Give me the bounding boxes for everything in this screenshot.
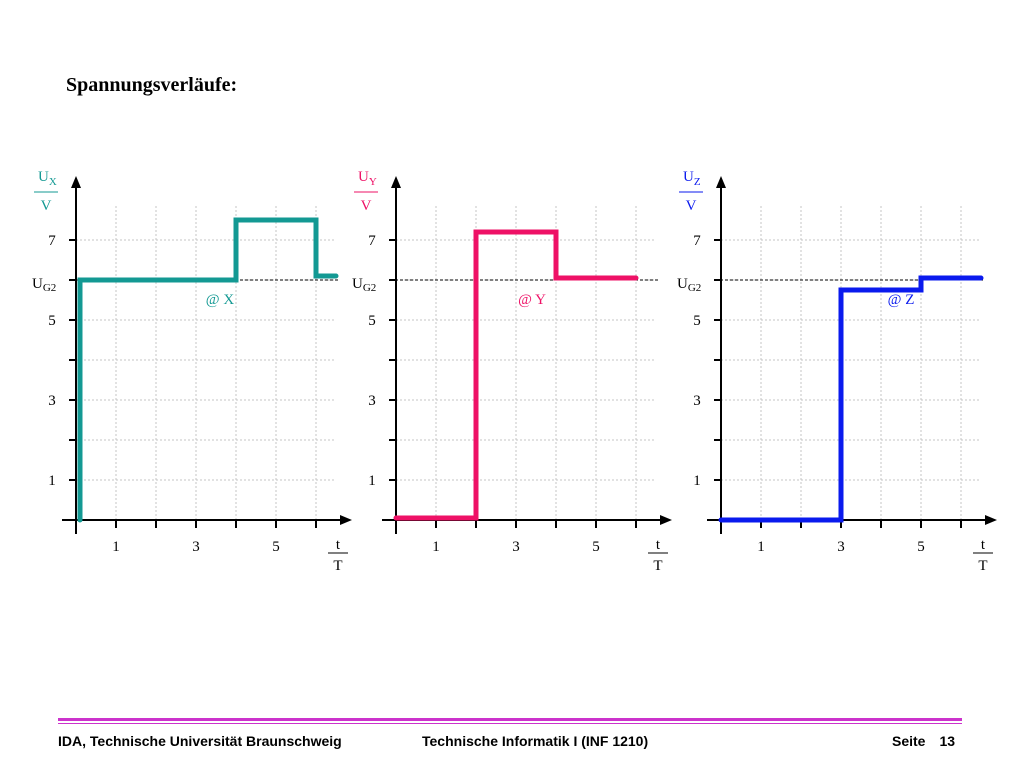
y-axis-label-numerator: UZ <box>683 169 701 188</box>
page-title: Spannungsverläufe: <box>66 74 238 96</box>
signal-annotation: @ Y <box>518 292 546 308</box>
ug2-label: UG2 <box>32 276 56 294</box>
x-tick-label: 5 <box>272 539 280 555</box>
y-tick-label: 5 <box>693 313 701 329</box>
x-tick-label: 1 <box>112 539 120 555</box>
grid <box>721 204 981 520</box>
y-axis-label-denominator: V <box>361 198 372 214</box>
x-axis-label-numerator: t <box>336 537 341 553</box>
ug2-label: UG2 <box>352 276 376 294</box>
y-axis-label-numerator: UX <box>38 169 57 188</box>
x-axis-label-numerator: t <box>981 537 986 553</box>
y-axis-label-denominator: V <box>41 198 52 214</box>
ug2-label: UG2 <box>677 276 701 294</box>
grid <box>76 204 336 520</box>
footer-institution: IDA, Technische Universität Braunschweig <box>58 733 342 749</box>
y-tick-label: 3 <box>693 393 701 409</box>
footer-page-number: 13 <box>939 733 956 749</box>
y-tick-label: 7 <box>693 233 701 249</box>
x-axis-arrow <box>340 515 352 525</box>
signal-annotation: @ Z <box>888 292 915 308</box>
footer-course: Technische Informatik I (INF 1210) <box>422 733 649 749</box>
signal-line <box>77 217 339 523</box>
y-tick-label: 1 <box>368 473 376 489</box>
y-tick-label: 3 <box>368 393 376 409</box>
x-axis-label-numerator: t <box>656 537 661 553</box>
signal-annotation: @ X <box>206 292 235 308</box>
x-tick-label: 3 <box>837 539 845 555</box>
chart-x: 1 3 5 7 1 3 5 UG2 UX VtT @ X <box>32 169 352 574</box>
x-axis-arrow <box>985 515 997 525</box>
y-tick-label: 3 <box>48 393 56 409</box>
y-tick-label: 5 <box>368 313 376 329</box>
y-tick-label: 7 <box>48 233 56 249</box>
y-axis-arrow <box>716 176 726 188</box>
footer-divider <box>58 718 962 724</box>
y-axis-arrow <box>71 176 81 188</box>
chart-y: 1 3 5 7 1 3 5 UG2 UY VtT @ Y <box>352 169 672 574</box>
x-tick-label: 1 <box>757 539 765 555</box>
x-axis-arrow <box>660 515 672 525</box>
signal-line <box>718 275 984 523</box>
y-axis-label-numerator: UY <box>358 169 377 188</box>
y-tick-label: 7 <box>368 233 376 249</box>
y-tick-label: 5 <box>48 313 56 329</box>
x-axis-label-denominator: T <box>333 558 342 574</box>
footer-page-label: Seite <box>892 733 926 749</box>
y-tick-label: 1 <box>693 473 701 489</box>
signal-line <box>393 229 639 521</box>
y-axis-label-denominator: V <box>686 198 697 214</box>
footer-page: Seite 13 <box>892 733 955 749</box>
chart-z: 1 3 5 7 1 3 5 UG2 UZ VtT @ Z <box>677 169 997 574</box>
grid <box>396 204 656 520</box>
x-tick-label: 1 <box>432 539 440 555</box>
x-tick-label: 5 <box>917 539 925 555</box>
y-tick-label: 1 <box>48 473 56 489</box>
x-axis-label-denominator: T <box>978 558 987 574</box>
x-tick-label: 3 <box>512 539 520 555</box>
x-tick-label: 5 <box>592 539 600 555</box>
x-axis-label-denominator: T <box>653 558 662 574</box>
y-axis-arrow <box>391 176 401 188</box>
x-tick-label: 3 <box>192 539 200 555</box>
